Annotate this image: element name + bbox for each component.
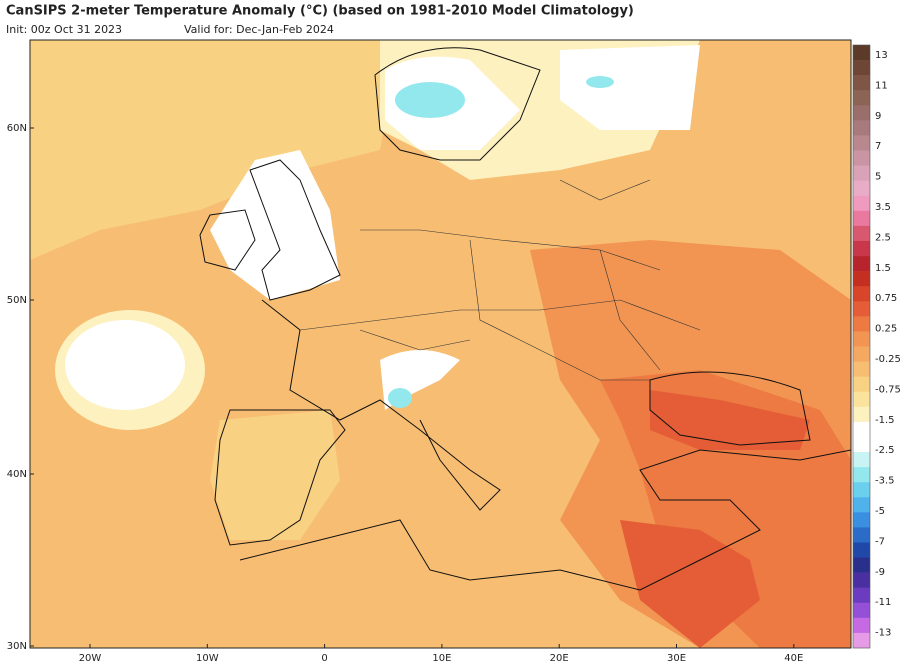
colorbar-swatch <box>853 120 870 136</box>
colorbar-swatch <box>853 436 870 453</box>
lat-label: 30N <box>7 641 27 652</box>
anomaly-region <box>388 388 412 408</box>
colorbar-swatch <box>853 587 870 604</box>
colorbar-swatch <box>853 90 870 106</box>
colorbar-swatch <box>853 557 870 573</box>
coastline <box>649 371 811 446</box>
coastline <box>214 409 346 546</box>
colorbar-label: -9 <box>875 567 885 578</box>
colorbar-swatch <box>853 617 870 634</box>
colorbar-swatch <box>853 75 870 91</box>
colorbar-swatch <box>853 45 870 61</box>
colorbar-swatch <box>853 210 870 227</box>
coastline <box>261 299 501 511</box>
colorbar-swatch <box>853 406 870 423</box>
anomaly-region <box>65 320 185 410</box>
map: TROPICALTIDBITS.COM <box>30 23 851 648</box>
colorbar-swatch <box>853 165 870 181</box>
lon-label: 10E <box>432 653 451 664</box>
colorbar-swatch <box>853 150 870 166</box>
colorbar-label: 1.5 <box>875 263 891 274</box>
init-time: Init: 00z Oct 31 2023 <box>6 23 122 36</box>
lon-label: 20W <box>79 653 102 664</box>
colorbar-swatch <box>853 240 870 257</box>
colorbar-swatch <box>853 467 870 483</box>
colorbar-swatch <box>853 376 870 393</box>
colorbar-label: 5 <box>875 172 881 183</box>
colorbar-swatch <box>853 391 870 408</box>
colorbar-label: -11 <box>875 597 891 608</box>
colorbar: 13 11 9 7 5 3.5 2.5 1.5 0.75 0.25 -0.25 -0.75 -1.5 -2… <box>852 44 900 649</box>
anomaly-region <box>650 390 810 450</box>
lon-label: 20E <box>550 653 569 664</box>
country-border <box>299 179 701 381</box>
watermark: TROPICALTIDBITS.COM <box>679 23 845 38</box>
title: CanSIPS 2-meter Temperature Anomaly (°C)… <box>6 4 634 19</box>
colorbar-swatch <box>853 195 870 212</box>
colorbar-label: 2.5 <box>875 232 891 243</box>
lat-label: 50N <box>7 295 27 306</box>
colorbar-label: -7 <box>875 536 885 547</box>
colorbar-swatch <box>853 452 870 468</box>
colorbar-swatch <box>853 482 870 498</box>
lat-label: 40N <box>7 469 27 480</box>
axes: 60N 50N 40N 30N 20W 10W 0 10E 20E 30E 40E <box>7 123 804 664</box>
anomaly-region <box>30 40 400 260</box>
colorbar-label: -0.25 <box>875 354 900 365</box>
colorbar-swatch <box>853 180 870 197</box>
colorbar-label: 7 <box>875 141 881 152</box>
colorbar-swatch <box>853 286 870 302</box>
colorbar-swatch <box>853 316 870 332</box>
colorbar-label: 3.5 <box>875 202 891 213</box>
colorbar-label: 11 <box>875 80 888 91</box>
colorbar-swatch <box>853 331 870 347</box>
anomaly-region <box>210 150 340 300</box>
colorbar-label: 13 <box>875 50 888 61</box>
lon-label: 0 <box>321 653 327 664</box>
coastline <box>239 449 851 591</box>
valid-time: Valid for: Dec-Jan-Feb 2024 <box>184 23 334 36</box>
lat-label: 60N <box>7 123 27 134</box>
anomaly-region <box>560 45 700 130</box>
colorbar-swatch <box>853 346 870 362</box>
coastline <box>374 47 541 161</box>
colorbar-label: 0.25 <box>875 324 897 335</box>
colorbar-swatch <box>853 512 870 528</box>
colorbar-swatch <box>853 632 870 649</box>
anomaly-region <box>395 82 465 118</box>
colorbar-swatch <box>853 572 870 588</box>
lon-label: 10W <box>196 653 219 664</box>
colorbar-swatch <box>853 135 870 151</box>
colorbar-frame <box>852 44 871 649</box>
colorbar-swatch <box>853 301 870 317</box>
colorbar-swatch <box>853 361 870 377</box>
anomaly-region <box>210 410 340 540</box>
colorbar-label: 0.75 <box>875 293 897 304</box>
coastline <box>199 209 256 271</box>
colorbar-label: -2.5 <box>875 445 895 456</box>
colorbar-swatch <box>853 542 870 558</box>
lon-label: 40E <box>784 653 803 664</box>
colorbar-swatch <box>853 421 870 438</box>
colorbar-label: -13 <box>875 628 891 639</box>
colorbar-label: -5 <box>875 506 885 517</box>
colorbar-label: -1.5 <box>875 415 895 426</box>
anomaly-region <box>620 520 760 648</box>
colorbar-label: -0.75 <box>875 384 900 395</box>
colorbar-swatch <box>853 527 870 543</box>
colorbar-swatch <box>853 225 870 242</box>
colorbar-swatch <box>853 60 870 76</box>
colorbar-swatch <box>853 497 870 513</box>
colorbar-label: -3.5 <box>875 476 895 487</box>
coastline <box>249 159 341 301</box>
colorbar-swatch <box>853 256 870 272</box>
colorbar-swatch <box>853 105 870 121</box>
map-frame <box>29 39 852 649</box>
colorbar-label: 9 <box>875 111 881 122</box>
colorbar-swatch <box>853 602 870 619</box>
colorbar-swatch <box>853 271 870 287</box>
anomaly-region <box>586 76 614 88</box>
lon-label: 30E <box>667 653 686 664</box>
